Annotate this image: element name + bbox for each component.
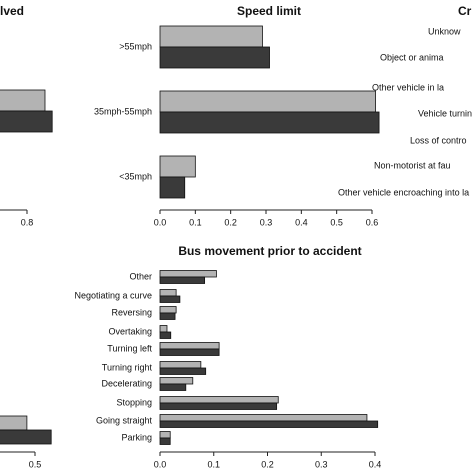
x-tick-label: 0.3 (260, 217, 273, 227)
bar (159, 270, 217, 278)
y-tick-label: Going straight (96, 415, 153, 425)
y-tick-label: Parking (121, 432, 152, 442)
x-tick-label: 0.3 (315, 459, 328, 469)
y-tick-label: Turning right (102, 362, 153, 372)
bar (159, 431, 171, 439)
y-tick-label: Non-motorist at fau (374, 160, 451, 170)
x-tick-label: 0.5 (29, 459, 42, 469)
y-tick-label: Other vehicle in la (372, 82, 444, 92)
bar (0, 429, 52, 445)
y-tick-label: Loss of contro (410, 135, 467, 145)
y-tick-label: >55mph (119, 41, 152, 51)
bar (159, 276, 206, 284)
bar (159, 312, 176, 320)
bar (159, 46, 270, 69)
x-tick-label: 0.4 (369, 459, 382, 469)
y-tick-label: <35mph (119, 171, 152, 181)
chart-title: Cr (458, 4, 472, 18)
x-tick-label: 0.0 (154, 217, 167, 227)
y-tick-label: Decelerating (101, 378, 152, 388)
bar (159, 348, 220, 356)
bar (159, 176, 186, 199)
chart-title: Speed limit (237, 4, 301, 18)
x-tick-label: 0.0 (154, 459, 167, 469)
bar (159, 155, 196, 178)
y-tick-label: Reversing (111, 307, 152, 317)
y-tick-label: Turning left (107, 343, 152, 353)
y-tick-label: Stopping (116, 397, 152, 407)
x-tick-label: 0.5 (330, 217, 343, 227)
y-tick-label: Vehicle turnin (418, 108, 472, 118)
bar (159, 402, 278, 410)
bar (0, 89, 46, 112)
x-tick-label: 0.4 (295, 217, 308, 227)
y-tick-label: Unknow (428, 26, 461, 36)
bar (159, 90, 376, 113)
y-tick-label: Object or anima (380, 52, 444, 62)
x-tick-label: 0.6 (366, 217, 379, 227)
y-tick-label: Overtaking (108, 326, 152, 336)
bar (159, 306, 177, 314)
x-tick-label: 0.1 (207, 459, 220, 469)
x-tick-label: 0.1 (189, 217, 202, 227)
bar (159, 414, 368, 422)
bar (159, 289, 177, 297)
bar (0, 110, 53, 133)
y-tick-label: Other vehicle encroaching into la (338, 187, 469, 197)
y-tick-label: Other (129, 271, 152, 281)
x-tick-label: 0.2 (261, 459, 274, 469)
chart-title: lved (0, 4, 24, 18)
bar (159, 396, 279, 404)
bar (159, 377, 194, 385)
x-tick-label: 0.8 (21, 217, 34, 227)
bar (159, 295, 181, 303)
bar (159, 361, 202, 369)
y-tick-label: Negotiating a curve (74, 290, 152, 300)
bar (159, 25, 263, 48)
bar (159, 342, 220, 350)
y-tick-label: 35mph-55mph (94, 106, 152, 116)
bar (159, 420, 379, 428)
x-tick-label: 0.2 (224, 217, 237, 227)
bar (159, 367, 207, 375)
bar (159, 111, 380, 134)
bar (159, 325, 168, 333)
chart-title: Bus movement prior to accident (178, 244, 361, 258)
bar (159, 331, 172, 339)
bar (159, 437, 171, 445)
bar (159, 383, 187, 391)
bar (0, 415, 28, 431)
